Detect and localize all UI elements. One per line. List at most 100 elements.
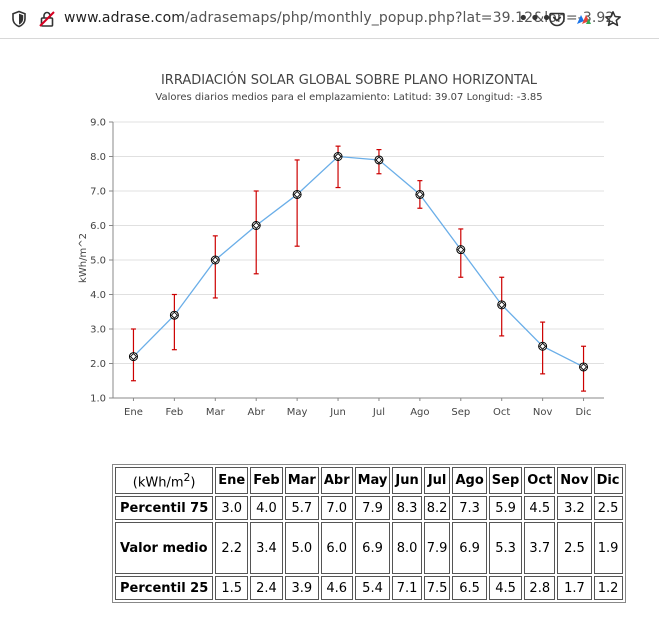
- data-point: [292, 189, 302, 199]
- extension-icon[interactable]: [575, 10, 593, 28]
- x-tick-label: May: [287, 407, 308, 418]
- shield-icon[interactable]: [10, 10, 28, 28]
- value-cell: 6.9: [452, 522, 487, 575]
- x-tick-label: Ago: [410, 407, 429, 418]
- month-header-cell: Feb: [250, 467, 283, 495]
- month-header-cell: Ago: [452, 467, 487, 495]
- unit-header-cell: (kWh/m2): [115, 467, 214, 495]
- mean-series-line: [132, 155, 584, 368]
- data-point: [497, 300, 507, 310]
- data-point-diamond: [416, 190, 424, 199]
- y-tick-label: 2.0: [90, 359, 106, 370]
- value-cell: 2.5: [557, 522, 592, 575]
- value-cell: 6.5: [452, 576, 487, 601]
- value-cell: 7.0: [320, 496, 353, 521]
- data-point: [251, 221, 261, 230]
- data-point: [210, 255, 220, 265]
- value-cell: 4.6: [320, 576, 353, 601]
- data-point: [456, 245, 466, 255]
- data-point: [169, 310, 179, 320]
- x-tick-label: Jul: [372, 407, 385, 418]
- plot-area: 1.0 2.0 3.0 4.0 5.0 6.0 7.0 8.0 9.0 Ene Feb Mar Abr M…: [90, 118, 604, 418]
- data-point-diamond: [375, 156, 383, 164]
- month-header-cell: Oct: [524, 467, 556, 495]
- value-cell: 6.9: [354, 522, 391, 575]
- value-cell: 2.4: [250, 576, 283, 601]
- table-row: Valor medio 2.2 3.4 5.0 6.0 6.9 8.0 7.9 6.9 5.3 3.…: [115, 522, 623, 575]
- y-tick-label: 6.0: [90, 221, 106, 232]
- month-header-cell: Abr: [320, 467, 353, 495]
- value-cell: 7.5: [423, 576, 451, 601]
- value-cell: 8.0: [392, 522, 422, 575]
- value-cell: 7.3: [452, 496, 487, 521]
- data-point-diamond: [211, 256, 219, 264]
- month-header-cell: May: [354, 467, 391, 495]
- y-tick-label: 3.0: [90, 325, 106, 336]
- x-tick-label: Feb: [166, 407, 184, 418]
- value-cell: 4.5: [524, 496, 556, 521]
- data-point-diamond: [293, 190, 301, 199]
- x-tick-label: Jun: [329, 407, 346, 418]
- y-tick-label: 9.0: [90, 118, 106, 129]
- row-label-cell: Valor medio: [115, 522, 214, 575]
- address-bar[interactable]: www.adrase.com/adrasemaps/php/monthly_po…: [64, 10, 614, 26]
- bookmark-star-icon[interactable]: [604, 10, 622, 28]
- data-point: [415, 189, 425, 199]
- value-cell: 6.0: [320, 522, 353, 575]
- browser-toolbar: www.adrase.com/adrasemaps/php/monthly_po…: [0, 0, 659, 39]
- data-point-diamond: [498, 301, 506, 309]
- data-point: [333, 152, 343, 161]
- value-cell: 3.7: [524, 522, 556, 575]
- chart-title: IRRADIACIÓN SOLAR GLOBAL SOBRE PLANO HOR…: [161, 72, 538, 88]
- unit-close: ): [190, 475, 196, 491]
- value-cell: 5.0: [284, 522, 319, 575]
- data-point-diamond: [538, 342, 547, 350]
- value-cell: 1.9: [593, 522, 623, 575]
- value-cell: 4.5: [488, 576, 523, 601]
- value-cell: 3.9: [284, 576, 319, 601]
- x-tick-label: Abr: [248, 407, 266, 418]
- data-point: [538, 341, 548, 351]
- month-header-cell: Jul: [423, 467, 451, 495]
- x-tick-label: Oct: [493, 407, 510, 418]
- value-cell: 7.9: [423, 522, 451, 575]
- x-tick-label: Sep: [451, 407, 470, 418]
- value-cell: 4.0: [250, 496, 283, 521]
- monthly-values-table: (kWh/m2) Ene Feb Mar Abr May Jun Jul Ago Sep Oct N…: [112, 464, 626, 604]
- page-actions-menu-button[interactable]: •••: [518, 8, 553, 29]
- table-header-row: (kWh/m2) Ene Feb Mar Abr May Jun Jul Ago Sep Oct N…: [115, 467, 623, 495]
- x-tick-label: Mar: [206, 407, 226, 418]
- data-point-diamond: [129, 352, 138, 361]
- value-cell: 3.0: [215, 496, 249, 521]
- pocket-icon[interactable]: [548, 10, 566, 28]
- y-axis-label: kWh/m^2: [78, 233, 89, 283]
- value-cell: 8.2: [423, 496, 451, 521]
- month-header-cell: Jun: [392, 467, 422, 495]
- value-cell: 1.7: [557, 576, 592, 601]
- value-cell: 7.1: [392, 576, 422, 601]
- row-label-cell: Percentil 75: [115, 496, 214, 521]
- x-tick-label: Dic: [576, 407, 592, 418]
- chart-subtitle: Valores diarios medios para el emplazami…: [155, 92, 542, 103]
- value-cell: 2.2: [215, 522, 249, 575]
- value-cell: 2.5: [593, 496, 623, 521]
- data-point-diamond: [334, 152, 342, 161]
- value-cell: 5.4: [354, 576, 391, 601]
- row-label-cell: Percentil 25: [115, 576, 214, 601]
- data-point: [128, 352, 138, 362]
- irradiation-chart: IRRADIACIÓN SOLAR GLOBAL SOBRE PLANO HOR…: [78, 72, 604, 418]
- value-cell: 7.9: [354, 496, 391, 521]
- month-header-cell: Dic: [593, 467, 623, 495]
- data-point: [374, 155, 384, 165]
- table-row: Percentil 75 3.0 4.0 5.7 7.0 7.9 8.3 8.2 7.3 5.9 4…: [115, 496, 623, 521]
- insecure-lock-icon[interactable]: [38, 10, 56, 28]
- url-host: www.adrase.com: [64, 10, 185, 26]
- value-cell: 3.4: [250, 522, 283, 575]
- data-point-diamond: [252, 221, 260, 230]
- data-point: [579, 362, 589, 372]
- value-cell: 5.7: [284, 496, 319, 521]
- y-tick-label: 7.0: [90, 187, 106, 198]
- month-header-cell: Sep: [488, 467, 523, 495]
- y-tick-label: 4.0: [90, 290, 106, 301]
- table-row: Percentil 25 1.5 2.4 3.9 4.6 5.4 7.1 7.5 6.5 4.5 2…: [115, 576, 623, 601]
